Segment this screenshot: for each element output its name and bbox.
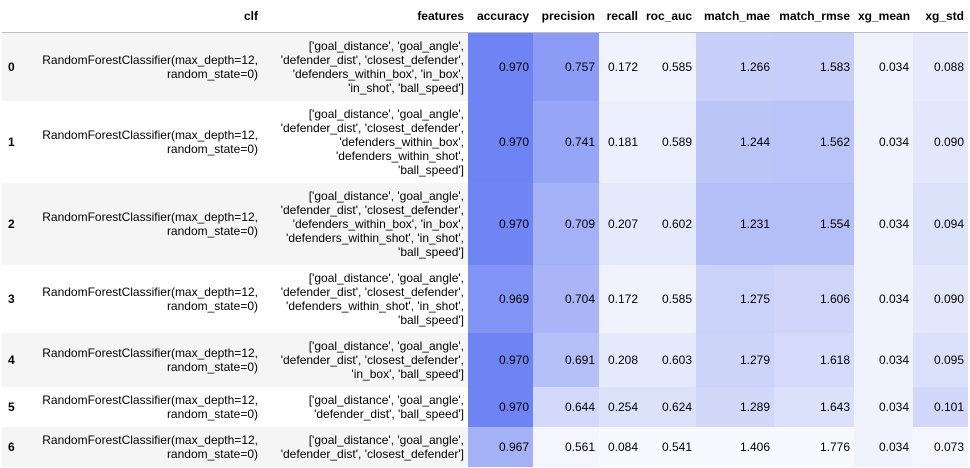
clf-cell: RandomForestClassifier(max_depth=12, ran… (26, 426, 262, 467)
precision-header: precision (533, 0, 599, 33)
xg-std-cell: 0.090 (913, 264, 968, 333)
roc-auc-cell: 0.585 (642, 264, 696, 333)
precision-cell: 0.757 (533, 32, 599, 101)
match-rmse-cell: 1.643 (774, 386, 854, 427)
features-cell: ['goal_distance', 'goal_angle', 'defende… (262, 32, 468, 101)
table-row: 3 RandomForestClassifier(max_depth=12, r… (2, 264, 968, 333)
recall-cell: 0.084 (599, 426, 642, 467)
xg-std-cell: 0.101 (913, 386, 968, 427)
features-cell: ['goal_distance', 'goal_angle', 'defende… (262, 182, 468, 265)
table-row: 5 RandomForestClassifier(max_depth=12, r… (2, 386, 968, 427)
recall-cell: 0.208 (599, 332, 642, 387)
row-index: 4 (2, 332, 26, 387)
table-row: 1 RandomForestClassifier(max_depth=12, r… (2, 100, 968, 183)
xg-std-header: xg_std (913, 0, 968, 33)
row-index: 0 (2, 32, 26, 101)
xg-mean-cell: 0.034 (854, 332, 913, 387)
roc-auc-cell: 0.589 (642, 100, 696, 183)
roc-auc-header: roc_auc (642, 0, 696, 33)
clf-cell: RandomForestClassifier(max_depth=12, ran… (26, 332, 262, 387)
accuracy-header: accuracy (468, 0, 533, 33)
match-mae-cell: 1.289 (696, 386, 774, 427)
xg-mean-cell: 0.034 (854, 264, 913, 333)
row-index: 5 (2, 386, 26, 427)
match-mae-cell: 1.279 (696, 332, 774, 387)
roc-auc-cell: 0.585 (642, 32, 696, 101)
roc-auc-cell: 0.602 (642, 182, 696, 265)
xg-mean-cell: 0.034 (854, 32, 913, 101)
index-header (2, 0, 26, 33)
match-rmse-cell: 1.776 (774, 426, 854, 467)
match-mae-cell: 1.231 (696, 182, 774, 265)
clf-cell: RandomForestClassifier(max_depth=12, ran… (26, 264, 262, 333)
match-mae-cell: 1.244 (696, 100, 774, 183)
match-rmse-cell: 1.554 (774, 182, 854, 265)
accuracy-cell: 0.970 (468, 182, 533, 265)
match-mae-header: match_mae (696, 0, 774, 33)
xg-mean-cell: 0.034 (854, 100, 913, 183)
recall-cell: 0.172 (599, 32, 642, 101)
match-mae-cell: 1.275 (696, 264, 774, 333)
features-cell: ['goal_distance', 'goal_angle', 'defende… (262, 426, 468, 467)
row-index: 1 (2, 100, 26, 183)
match-rmse-cell: 1.618 (774, 332, 854, 387)
xg-mean-cell: 0.034 (854, 426, 913, 467)
xg-mean-cell: 0.034 (854, 386, 913, 427)
features-header: features (262, 0, 468, 33)
xg-std-cell: 0.095 (913, 332, 968, 387)
precision-cell: 0.741 (533, 100, 599, 183)
xg-std-cell: 0.088 (913, 32, 968, 101)
roc-auc-cell: 0.603 (642, 332, 696, 387)
precision-cell: 0.561 (533, 426, 599, 467)
table-row: 2 RandomForestClassifier(max_depth=12, r… (2, 182, 968, 265)
accuracy-cell: 0.970 (468, 32, 533, 101)
accuracy-cell: 0.969 (468, 264, 533, 333)
accuracy-cell: 0.970 (468, 386, 533, 427)
accuracy-cell: 0.967 (468, 426, 533, 467)
match-mae-cell: 1.266 (696, 32, 774, 101)
features-cell: ['goal_distance', 'goal_angle', 'defende… (262, 264, 468, 333)
precision-cell: 0.709 (533, 182, 599, 265)
match-mae-cell: 1.406 (696, 426, 774, 467)
xg-mean-header: xg_mean (854, 0, 913, 33)
precision-cell: 0.691 (533, 332, 599, 387)
table-row: 4 RandomForestClassifier(max_depth=12, r… (2, 332, 968, 387)
match-rmse-cell: 1.562 (774, 100, 854, 183)
table-row: 0 RandomForestClassifier(max_depth=12, r… (2, 32, 968, 101)
row-index: 6 (2, 426, 26, 467)
precision-cell: 0.704 (533, 264, 599, 333)
recall-cell: 0.254 (599, 386, 642, 427)
match-rmse-header: match_rmse (774, 0, 854, 33)
recall-cell: 0.172 (599, 264, 642, 333)
row-index: 2 (2, 182, 26, 265)
xg-std-cell: 0.090 (913, 100, 968, 183)
roc-auc-cell: 0.541 (642, 426, 696, 467)
features-cell: ['goal_distance', 'goal_angle', 'defende… (262, 332, 468, 387)
clf-cell: RandomForestClassifier(max_depth=12, ran… (26, 100, 262, 183)
xg-mean-cell: 0.034 (854, 182, 913, 265)
match-rmse-cell: 1.583 (774, 32, 854, 101)
clf-cell: RandomForestClassifier(max_depth=12, ran… (26, 182, 262, 265)
clf-cell: RandomForestClassifier(max_depth=12, ran… (26, 386, 262, 427)
precision-cell: 0.644 (533, 386, 599, 427)
roc-auc-cell: 0.624 (642, 386, 696, 427)
row-index: 3 (2, 264, 26, 333)
header-row: clf features accuracy precision recall r… (2, 0, 968, 33)
recall-cell: 0.181 (599, 100, 642, 183)
xg-std-cell: 0.073 (913, 426, 968, 467)
table-row: 6 RandomForestClassifier(max_depth=12, r… (2, 426, 968, 467)
accuracy-cell: 0.970 (468, 100, 533, 183)
features-cell: ['goal_distance', 'goal_angle', 'defende… (262, 100, 468, 183)
recall-header: recall (599, 0, 642, 33)
clf-cell: RandomForestClassifier(max_depth=12, ran… (26, 32, 262, 101)
accuracy-cell: 0.970 (468, 332, 533, 387)
features-cell: ['goal_distance', 'goal_angle', 'defende… (262, 386, 468, 427)
xg-std-cell: 0.094 (913, 182, 968, 265)
clf-header: clf (26, 0, 262, 33)
recall-cell: 0.207 (599, 182, 642, 265)
match-rmse-cell: 1.606 (774, 264, 854, 333)
